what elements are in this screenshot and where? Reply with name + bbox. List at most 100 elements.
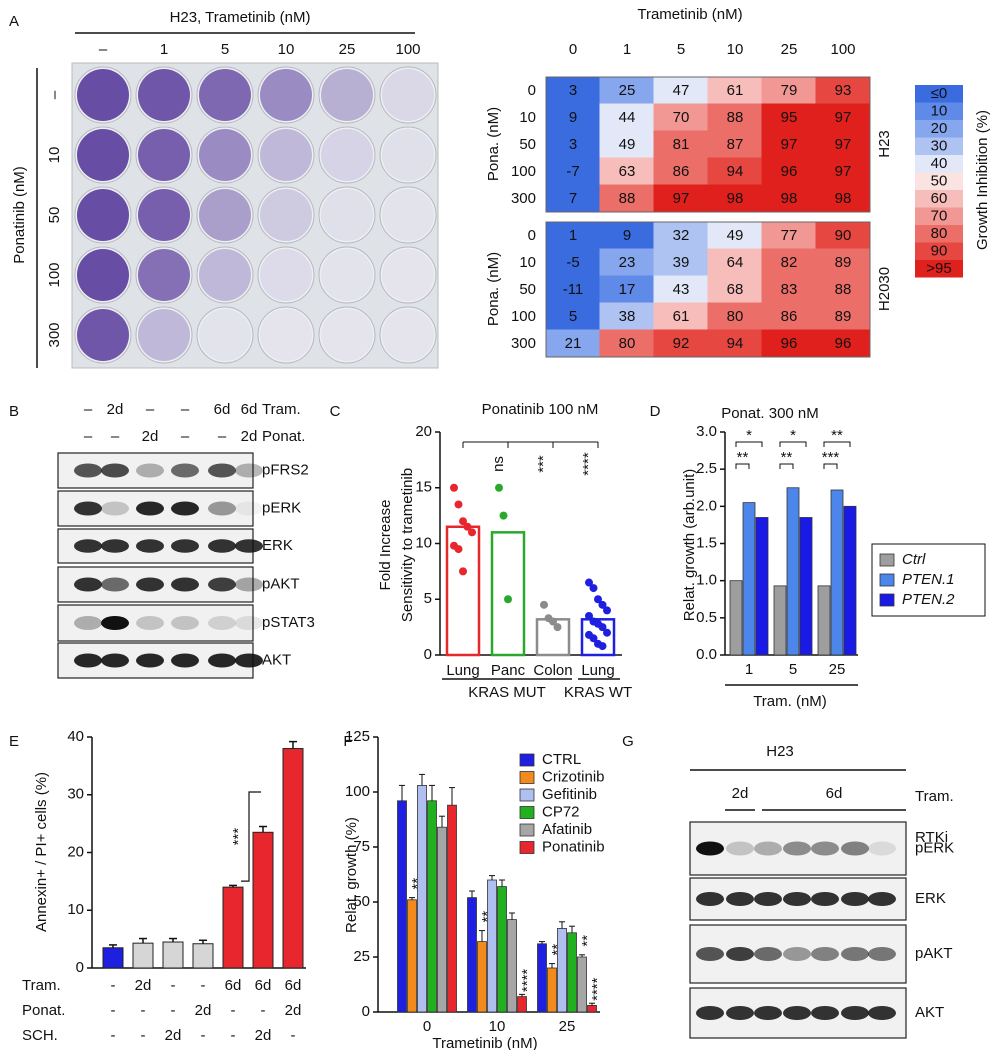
cell-value: 63 — [619, 163, 636, 180]
heatmap-cell — [653, 302, 709, 331]
band — [235, 539, 263, 553]
column-label: 100 — [830, 41, 855, 58]
bar — [397, 800, 407, 1013]
well — [196, 306, 254, 364]
lane-label: 6d — [826, 785, 843, 802]
well — [379, 126, 437, 184]
x-tick-label: 5 — [789, 661, 797, 678]
colorbar-label: 40 — [931, 155, 948, 172]
colorbar-cell — [915, 260, 963, 278]
row-label: 300 — [46, 322, 63, 347]
colorbar-cell — [915, 102, 963, 120]
bar — [557, 928, 567, 1013]
legend-label: PTEN.2 — [902, 591, 955, 608]
column-label: 25 — [339, 41, 356, 58]
well-stain — [382, 129, 434, 181]
band — [811, 1006, 839, 1020]
heatmap-border — [545, 76, 871, 213]
colorbar-label: 20 — [931, 120, 948, 137]
heatmap-cell — [761, 76, 817, 105]
colorbar-label: >95 — [926, 260, 951, 277]
y-tick-label: 1.5 — [696, 534, 717, 551]
legend-label: Afatinib — [542, 821, 592, 838]
cell-value: 88 — [835, 281, 852, 298]
well-stain — [77, 129, 129, 181]
panel-letter: G — [622, 733, 634, 750]
cell-value: 97 — [673, 190, 690, 207]
bar — [577, 956, 587, 1013]
cell-value: 77 — [781, 227, 798, 244]
cell-value: 97 — [835, 109, 852, 126]
y-tick-label: 3.0 — [696, 423, 717, 440]
bar — [407, 899, 417, 1013]
well-stain — [321, 69, 373, 121]
colorbar-cell — [915, 155, 963, 173]
x-tick-label: 25 — [829, 661, 846, 678]
bar — [755, 517, 769, 656]
blot-panel — [57, 604, 254, 642]
cell-value: 81 — [673, 136, 690, 153]
well-stain — [321, 189, 373, 241]
column-label: 0 — [569, 41, 577, 58]
cell-value: 23 — [619, 254, 636, 271]
well-stain — [260, 69, 312, 121]
significance: ** — [737, 449, 749, 466]
significance: * — [746, 427, 752, 444]
heatmap-cell — [599, 184, 655, 213]
legend-label: Ctrl — [902, 551, 926, 568]
band — [754, 1006, 782, 1020]
y-tick-label: 125 — [345, 728, 370, 745]
band — [171, 463, 199, 478]
well — [379, 306, 437, 364]
well-stain — [138, 69, 190, 121]
bar — [567, 932, 577, 1013]
colorbar-cell — [915, 172, 963, 190]
heatmap-cell — [707, 130, 763, 159]
bar — [490, 531, 526, 657]
cell-value: 49 — [619, 136, 636, 153]
plate-ylabel: Ponatinib (nM) — [11, 166, 28, 264]
bar — [102, 947, 124, 969]
heatmap-cell — [815, 248, 871, 277]
legend-swatch — [519, 788, 535, 802]
x-tick-label: Panc — [491, 662, 526, 679]
bar — [222, 886, 244, 969]
y-tick-label: 0.5 — [696, 609, 717, 626]
colorbar-label: 70 — [931, 207, 948, 224]
bar — [162, 941, 184, 969]
well-stain — [77, 249, 129, 301]
cell-value: 7 — [569, 190, 577, 207]
x-tick-label: Lung — [446, 662, 479, 679]
bar — [580, 618, 616, 657]
row-name: SCH. — [22, 1027, 58, 1044]
significance: **** — [589, 977, 606, 1001]
panel-letter: F — [343, 733, 352, 750]
band — [208, 501, 236, 516]
cell-line-name: H23 — [876, 130, 893, 158]
panel-letter: B — [9, 403, 19, 420]
y-tick-label: 0.0 — [696, 646, 717, 663]
data-point — [589, 634, 598, 643]
row-value: 2d — [285, 1002, 302, 1019]
well — [379, 186, 437, 244]
row-label: 50 — [519, 281, 536, 298]
heatmap-cell — [599, 302, 655, 331]
colorbar-label: 90 — [931, 242, 948, 259]
cell-value: 61 — [727, 82, 744, 99]
panel-letter: E — [9, 733, 19, 750]
data-point — [454, 545, 463, 554]
cell-value: 44 — [619, 109, 636, 126]
colorbar-cell — [915, 242, 963, 260]
well-stain — [260, 309, 312, 361]
band-label: AKT — [262, 651, 291, 668]
colorbar-label: ≤0 — [931, 85, 948, 102]
bar — [587, 1005, 597, 1013]
bar — [830, 489, 844, 656]
band — [726, 841, 754, 856]
data-point — [553, 623, 562, 632]
heatmap-cell — [545, 221, 601, 250]
y-tick-label: 20 — [67, 843, 84, 860]
band-label: ERK — [262, 537, 293, 554]
band — [868, 947, 896, 961]
cell-value: 5 — [569, 308, 577, 325]
